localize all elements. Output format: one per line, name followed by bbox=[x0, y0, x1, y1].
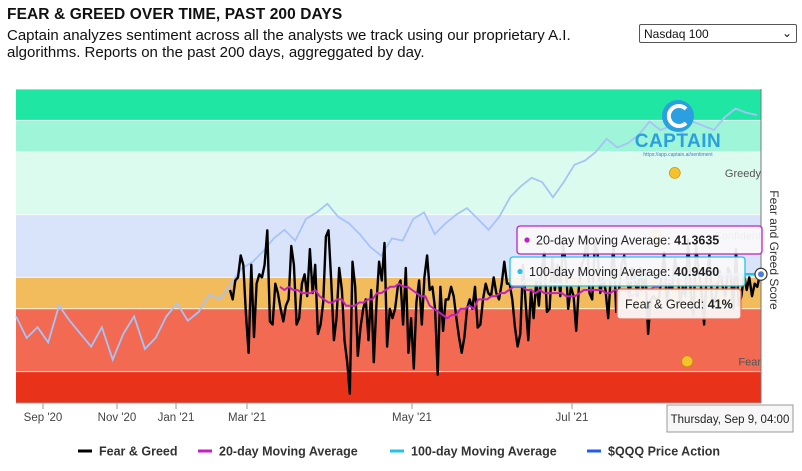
crosshair-date: Thursday, Sep 9, 04:00 bbox=[666, 404, 794, 433]
crosshair-date-box bbox=[666, 404, 794, 433]
zone-label: Greedy bbox=[668, 167, 762, 180]
tooltip: 20-day Moving Average: 41.3635 bbox=[516, 225, 763, 255]
legend-item[interactable]: 20-day Moving Average bbox=[198, 445, 358, 459]
tooltip-text: 100-day Moving Average: 40.9460 bbox=[529, 265, 719, 279]
market-select-value: Nasdaq 100 bbox=[644, 27, 709, 41]
tooltip: Fear & Greed: 41% bbox=[616, 288, 742, 320]
captain-logo-url: https://app.captain.ai/sentiment bbox=[643, 152, 713, 158]
legend-item[interactable]: $QQQ Price Action bbox=[587, 445, 720, 459]
x-tick-label: Sep '20 bbox=[24, 412, 63, 424]
tooltip-value: 41.3635 bbox=[674, 234, 719, 248]
legend-label: $QQQ Price Action bbox=[608, 445, 720, 459]
tooltip-value: 41% bbox=[708, 298, 733, 312]
tooltip-label: 20-day Moving Average: bbox=[536, 234, 674, 248]
legend-item[interactable]: 100-day Moving Average bbox=[390, 445, 557, 459]
zone-extreme-greed bbox=[16, 89, 761, 121]
captain-logo-text: CAPTAIN bbox=[635, 131, 722, 152]
x-tick-label: Jan '21 bbox=[158, 412, 195, 424]
page-title: FEAR & GREED OVER TIME, PAST 200 DAYS bbox=[7, 6, 343, 23]
crosshair-date-text: Thursday, Sep 9, 04:00 bbox=[671, 414, 790, 426]
tooltip-label: Fear & Greed: bbox=[625, 298, 708, 312]
tooltip: 100-day Moving Average: 40.9460 bbox=[509, 256, 746, 287]
legend-label: 100-day Moving Average bbox=[411, 445, 557, 459]
page-subtitle: Captain analyzes sentiment across all th… bbox=[7, 27, 571, 61]
series-qqq-price bbox=[15, 107, 758, 363]
x-axis: Sep '20 Nov '20 Jan '21 Mar '21 May '21 Jul '… bbox=[16, 402, 761, 424]
legend-label: 20-day Moving Average bbox=[219, 445, 358, 459]
zone-label-text: Fear bbox=[738, 356, 761, 368]
tooltip-text: Fear & Greed: 41% bbox=[625, 298, 733, 312]
fear-greed-chart[interactable]: Sep '20 Nov '20 Jan '21 Mar '21 May '21 Jul '… bbox=[0, 85, 802, 471]
tooltip-value: 40.9460 bbox=[674, 265, 719, 279]
legend-item[interactable]: Fear & Greed bbox=[78, 445, 178, 459]
legend[interactable]: Fear & Greed 20-day Moving Average 100-day… bbox=[78, 445, 720, 459]
zone-label-text: Greedy bbox=[725, 168, 762, 180]
zone-greedy bbox=[16, 151, 761, 215]
x-tick-label: May '21 bbox=[392, 412, 432, 424]
crosshair-point-inner bbox=[758, 271, 764, 278]
tooltip-box bbox=[509, 256, 746, 287]
tooltip-box bbox=[616, 288, 742, 320]
grinning-emoji-icon bbox=[668, 167, 681, 179]
legend-label: Fear & Greed bbox=[99, 445, 178, 459]
fearful-emoji-icon bbox=[681, 355, 694, 368]
zone-extreme-fear bbox=[16, 371, 761, 403]
x-tick-label: Nov '20 bbox=[98, 412, 137, 424]
tooltip-label: 100-day Moving Average: bbox=[529, 265, 674, 279]
tooltip-marker bbox=[517, 268, 523, 275]
y-axis-label-right: Fear and Greed Score bbox=[767, 190, 781, 310]
tooltip-marker bbox=[524, 237, 530, 243]
x-tick-label: Mar '21 bbox=[228, 412, 266, 424]
x-tick-label: Jul '21 bbox=[556, 412, 589, 424]
captain-logo-mark bbox=[666, 104, 688, 128]
tooltip-box bbox=[516, 225, 763, 255]
chevron-down-icon: ⌄ bbox=[781, 26, 792, 40]
zone-label: Fear bbox=[681, 355, 761, 368]
tooltip-text: 20-day Moving Average: 41.3635 bbox=[536, 234, 719, 248]
market-select[interactable]: Nasdaq 100 ⌄ bbox=[639, 24, 797, 43]
